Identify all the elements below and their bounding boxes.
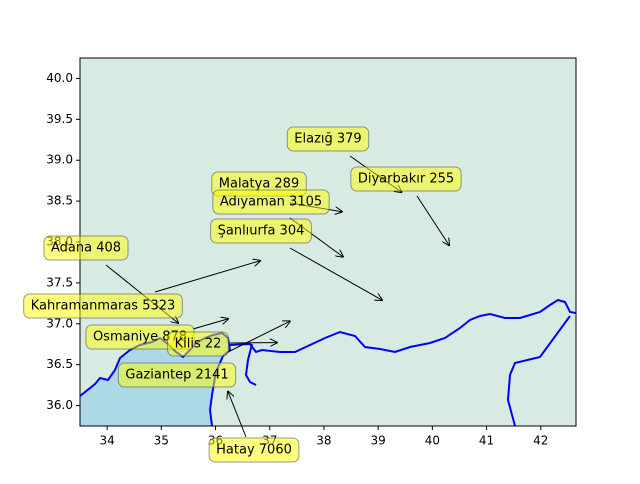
annotation-label: Diyarbakır 255: [358, 172, 454, 187]
annotation-label: Adıyaman 3105: [220, 195, 322, 210]
y-tick-label: 37.5: [46, 275, 73, 289]
x-tick-label: 41: [479, 434, 494, 448]
annotation-label: Hatay 7060: [216, 443, 292, 458]
y-tick-label: 38.5: [46, 194, 73, 208]
annotation-label: Gaziantep 2141: [125, 368, 228, 383]
y-tick-label: 40.0: [46, 71, 73, 85]
x-tick-label: 35: [154, 434, 169, 448]
x-tick-label: 42: [533, 434, 548, 448]
y-tick-label: 39.5: [46, 112, 73, 126]
annotation-label: Şanlıurfa 304: [218, 224, 305, 239]
y-tick-label: 36.0: [46, 398, 73, 412]
x-tick-label: 38: [316, 434, 331, 448]
y-tick-label: 39.0: [46, 153, 73, 167]
annotation-label: Malatya 289: [219, 177, 299, 192]
x-tick-label: 40: [425, 434, 440, 448]
y-tick-label: 36.5: [46, 357, 73, 371]
annotation-label: Kilis 22: [175, 337, 222, 352]
annotation-label: Kahramanmaras 5323: [31, 299, 176, 314]
annotation-label: Elazığ 379: [294, 132, 361, 147]
x-tick-label: 39: [371, 434, 386, 448]
annotation-label: Adana 408: [51, 241, 121, 256]
x-tick-label: 34: [99, 434, 114, 448]
